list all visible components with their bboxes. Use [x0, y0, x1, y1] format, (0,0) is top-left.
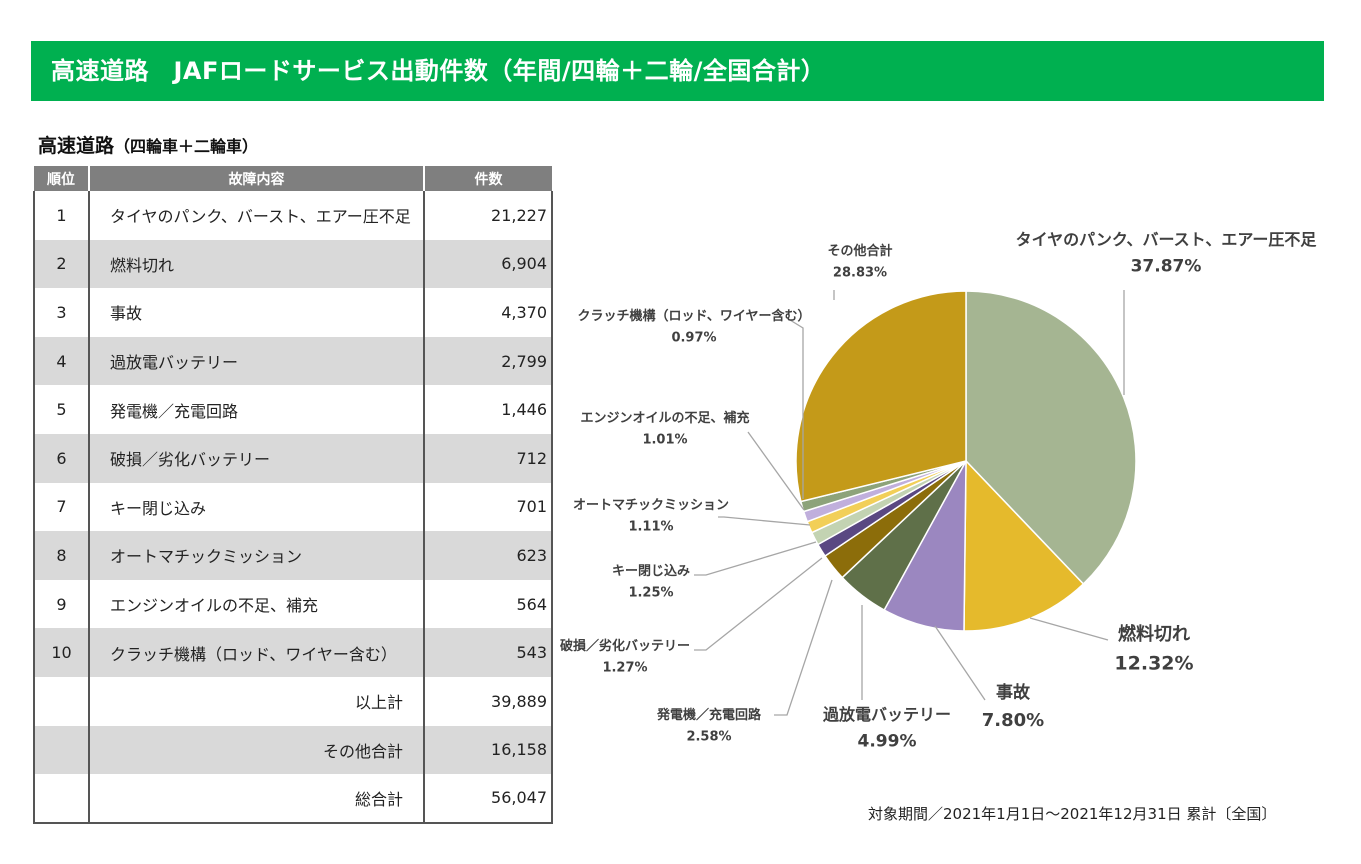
slice-percent-label: 1.25%: [628, 585, 673, 600]
table-row: 10 クラッチ機構（ロッド、ワイヤー含む） 543: [33, 628, 553, 677]
count-cell: 1,446: [424, 385, 553, 434]
cause-cell: 破損／劣化バッテリー: [89, 433, 425, 483]
total-count-cell: 39,889: [424, 676, 553, 726]
slice-label: オートマチックミッション: [573, 498, 729, 513]
empty-cell: [33, 725, 90, 775]
total-label-cell: 総合計: [89, 774, 425, 824]
leader-line: [694, 541, 817, 576]
table-row: 9 エンジンオイルの不足、補充 564: [33, 579, 553, 629]
total-row: 以上計 39,889: [33, 676, 553, 726]
total-label-cell: その他合計: [89, 725, 425, 775]
pie-slice: [965, 290, 1137, 586]
slice-percent-label: 1.11%: [628, 519, 673, 534]
slice-percent-label: 7.80%: [982, 710, 1044, 731]
slice-label: クラッチ機構（ロッド、ワイヤー含む）: [577, 308, 810, 324]
slice-percent-label: 12.32%: [1114, 653, 1193, 675]
slice-label: エンジンオイルの不足、補充: [580, 410, 749, 426]
table-row: 1 タイヤのパンク、バースト、エアー圧不足 21,227: [33, 191, 553, 240]
slice-label: その他合計: [827, 243, 892, 259]
rank-cell: 5: [33, 385, 90, 434]
slice-percent-label: 0.97%: [671, 330, 716, 345]
slice-percent-label: 28.83%: [833, 265, 887, 280]
slice-percent-label: 4.99%: [858, 731, 917, 751]
rank-cell: 7: [33, 482, 90, 532]
cause-cell: エンジンオイルの不足、補充: [89, 579, 425, 629]
total-label-cell: 以上計: [89, 676, 425, 726]
table-title: 高速道路（四輪車＋二輪車）: [38, 131, 258, 158]
slice-percent-label: 37.87%: [1131, 256, 1202, 276]
total-row: その他合計 16,158: [33, 725, 553, 775]
table-title-main: 高速道路: [38, 135, 115, 157]
total-count-cell: 56,047: [424, 774, 553, 824]
table-row: 3 事故 4,370: [33, 288, 553, 337]
rank-cell: 6: [33, 433, 90, 483]
cause-cell: 事故: [89, 288, 425, 337]
leader-line: [774, 579, 833, 716]
column-header-cause: 故障内容: [89, 166, 425, 191]
count-cell: 543: [424, 628, 553, 677]
count-cell: 2,799: [424, 336, 553, 386]
slice-percent-label: 2.58%: [686, 729, 731, 744]
count-cell: 623: [424, 531, 553, 580]
leader-line: [718, 516, 811, 526]
slice-label: キー閉じ込み: [612, 563, 690, 579]
slice-label: 過放電バッテリー: [822, 705, 951, 724]
leader-line: [789, 319, 804, 499]
cause-cell: オートマチックミッション: [89, 531, 425, 580]
cause-cell: キー閉じ込み: [89, 482, 425, 532]
total-count-cell: 16,158: [424, 725, 553, 775]
table-row: 6 破損／劣化バッテリー 712: [33, 433, 553, 483]
rank-cell: 3: [33, 288, 90, 337]
table-row: 2 燃料切れ 6,904: [33, 239, 553, 289]
empty-cell: [33, 774, 90, 824]
period-note: 対象期間／2021年1月1日～2021年12月31日 累計〔全国〕: [868, 805, 1277, 823]
rank-cell: 8: [33, 531, 90, 580]
slice-label: 破損／劣化バッテリー: [560, 638, 690, 654]
leader-line: [1029, 617, 1109, 641]
slice-label: 事故: [996, 682, 1031, 703]
rank-cell: 4: [33, 336, 90, 386]
count-cell: 712: [424, 433, 553, 483]
cause-cell: タイヤのパンク、バースト、エアー圧不足: [89, 191, 425, 240]
rank-cell: 1: [33, 191, 90, 240]
column-header-rank: 順位: [34, 166, 90, 191]
table-header-row: 順位 故障内容 件数: [34, 166, 552, 191]
leader-line: [694, 557, 823, 651]
empty-cell: [33, 676, 90, 726]
leader-line: [747, 431, 805, 511]
count-cell: 4,370: [424, 288, 553, 337]
table-row: 4 過放電バッテリー 2,799: [33, 336, 553, 386]
table-row: 8 オートマチックミッション 623: [33, 531, 553, 580]
count-cell: 564: [424, 579, 553, 629]
ranking-table: 順位 故障内容 件数 1 タイヤのパンク、バースト、エアー圧不足 21,227 …: [33, 166, 553, 824]
slice-label: 燃料切れ: [1118, 623, 1190, 645]
cause-cell: 燃料切れ: [89, 239, 425, 289]
rank-cell: 10: [33, 628, 90, 677]
cause-cell: 発電機／充電回路: [89, 385, 425, 434]
slice-label: 発電機／充電回路: [656, 707, 762, 723]
cause-cell: クラッチ機構（ロッド、ワイヤー含む）: [89, 628, 425, 677]
table-row: 5 発電機／充電回路 1,446: [33, 385, 553, 434]
pie-slice: [963, 459, 1085, 632]
slice-percent-label: 1.01%: [642, 432, 687, 447]
table-title-paren: （四輪車＋二輪車）: [114, 137, 259, 156]
pie-slice: [795, 290, 967, 503]
column-header-count: 件数: [424, 166, 552, 191]
rank-cell: 9: [33, 579, 90, 629]
slice-percent-label: 1.27%: [602, 660, 647, 675]
page-title: 高速道路 JAFロードサービス出動件数（年間/四輪＋二輪/全国合計）: [31, 41, 1324, 101]
rank-cell: 2: [33, 239, 90, 289]
slice-label: タイヤのパンク、バースト、エアー圧不足: [1016, 230, 1318, 249]
count-cell: 21,227: [424, 191, 553, 240]
table-row: 7 キー閉じ込み 701: [33, 482, 553, 532]
count-cell: 701: [424, 482, 553, 532]
total-row: 総合計 56,047: [33, 774, 553, 824]
count-cell: 6,904: [424, 239, 553, 289]
cause-cell: 過放電バッテリー: [89, 336, 425, 386]
leader-line: [934, 625, 986, 701]
